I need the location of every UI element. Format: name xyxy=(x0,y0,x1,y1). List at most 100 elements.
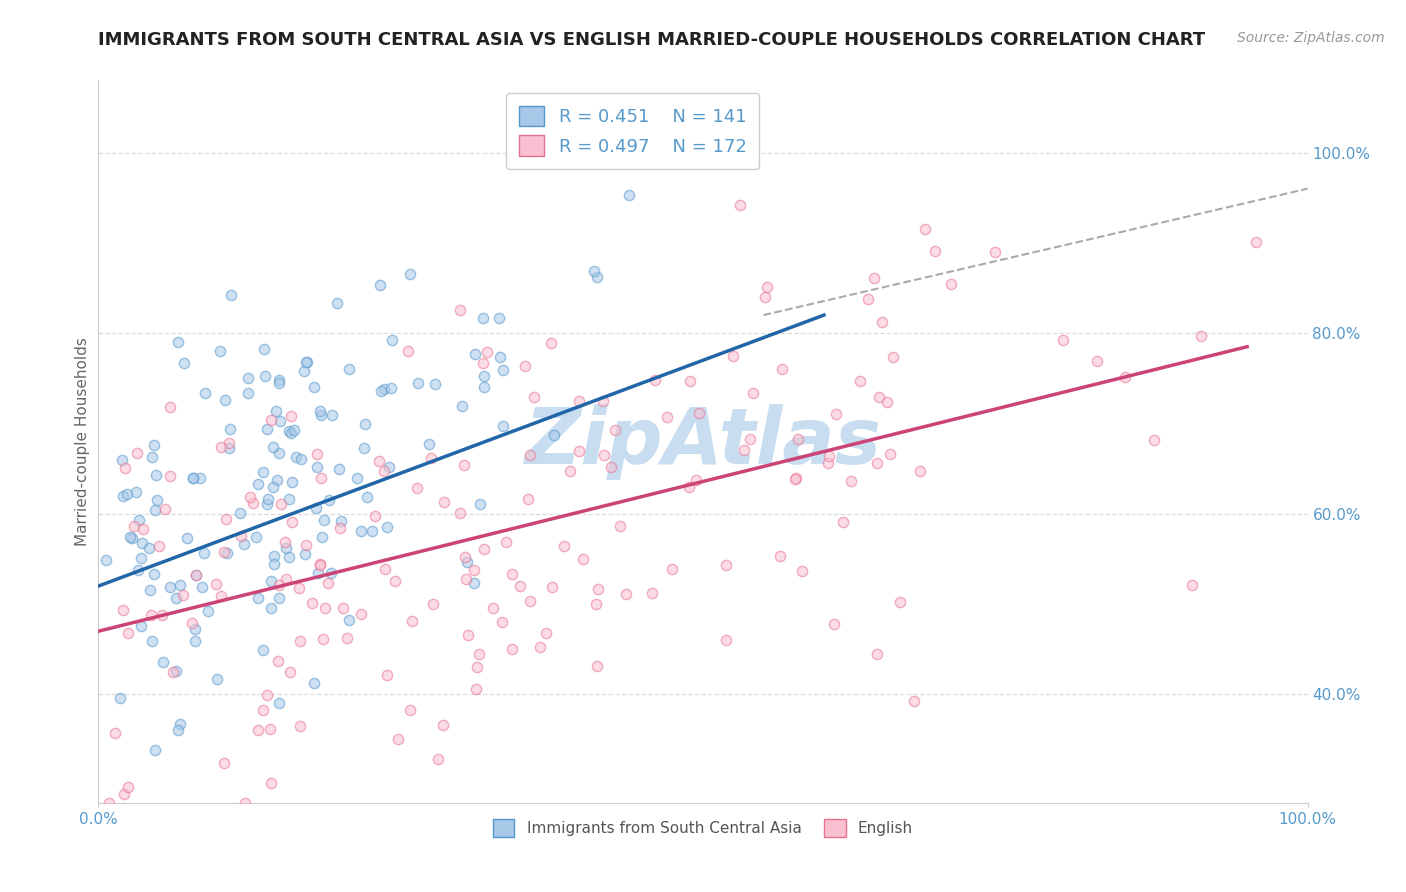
Point xyxy=(336,631,359,645)
Point xyxy=(363,509,385,524)
Point xyxy=(495,535,517,549)
Point xyxy=(125,446,148,460)
Point xyxy=(423,376,446,391)
Point xyxy=(337,613,360,627)
Point xyxy=(131,550,153,565)
Point xyxy=(406,376,429,391)
Point xyxy=(1189,329,1212,343)
Point xyxy=(305,447,328,461)
Point xyxy=(260,600,283,615)
Point xyxy=(817,456,839,470)
Point xyxy=(148,539,170,553)
Point xyxy=(679,374,702,388)
Point xyxy=(267,654,290,668)
Point xyxy=(150,607,173,622)
Point xyxy=(238,386,260,401)
Point xyxy=(661,562,683,576)
Point xyxy=(870,315,893,329)
Point xyxy=(256,422,278,436)
Point xyxy=(277,424,299,438)
Point xyxy=(294,547,316,561)
Point xyxy=(353,441,375,455)
Point xyxy=(111,489,134,503)
Point xyxy=(294,537,316,551)
Point xyxy=(472,356,495,370)
Point xyxy=(350,524,373,538)
Point xyxy=(167,723,190,738)
Point xyxy=(817,449,839,463)
Point xyxy=(274,534,297,549)
Point xyxy=(326,296,349,310)
Point xyxy=(311,530,333,544)
Point xyxy=(454,572,477,586)
Point xyxy=(262,440,284,454)
Point xyxy=(309,471,332,485)
Point xyxy=(329,514,352,528)
Point xyxy=(301,596,323,610)
Legend: Immigrants from South Central Asia, English: Immigrants from South Central Asia, Engl… xyxy=(484,810,922,846)
Point xyxy=(398,267,420,281)
Point xyxy=(519,448,541,462)
Point xyxy=(309,404,332,418)
Point xyxy=(245,530,267,544)
Point xyxy=(509,579,531,593)
Point xyxy=(644,373,666,387)
Point xyxy=(142,567,165,582)
Point xyxy=(141,450,163,464)
Point xyxy=(183,471,205,485)
Point xyxy=(209,590,232,604)
Point xyxy=(619,187,641,202)
Point xyxy=(253,369,276,384)
Point xyxy=(205,673,228,687)
Point xyxy=(212,756,235,771)
Point xyxy=(603,423,626,437)
Point xyxy=(305,460,328,475)
Point xyxy=(517,492,540,507)
Point xyxy=(380,381,402,395)
Point xyxy=(449,506,471,520)
Point xyxy=(108,690,131,705)
Point xyxy=(290,718,312,732)
Point xyxy=(463,575,485,590)
Point xyxy=(128,513,150,527)
Point xyxy=(98,796,121,810)
Point xyxy=(879,447,901,461)
Point xyxy=(278,665,301,680)
Point xyxy=(728,198,751,212)
Point xyxy=(831,515,853,529)
Point xyxy=(138,541,160,556)
Point xyxy=(876,394,898,409)
Point xyxy=(769,549,792,563)
Point xyxy=(540,335,562,350)
Point xyxy=(269,696,291,710)
Point xyxy=(349,607,371,621)
Point xyxy=(169,578,191,592)
Point xyxy=(302,379,325,393)
Point xyxy=(314,601,336,615)
Point xyxy=(278,491,301,506)
Point xyxy=(176,531,198,545)
Point xyxy=(215,511,238,525)
Point xyxy=(866,647,889,661)
Point xyxy=(217,546,239,560)
Point xyxy=(260,413,283,427)
Point xyxy=(418,436,440,450)
Point xyxy=(785,471,807,485)
Point xyxy=(882,351,904,365)
Text: ZipAtlas: ZipAtlas xyxy=(524,403,882,480)
Point xyxy=(118,530,141,544)
Point xyxy=(346,471,368,485)
Point xyxy=(733,443,755,458)
Point xyxy=(586,582,609,596)
Point xyxy=(264,404,287,418)
Point xyxy=(519,594,541,608)
Point xyxy=(184,634,207,648)
Point xyxy=(159,400,181,414)
Point xyxy=(332,600,354,615)
Point xyxy=(614,587,637,601)
Point xyxy=(456,555,478,569)
Point xyxy=(433,495,456,509)
Point xyxy=(165,665,187,679)
Point xyxy=(422,597,444,611)
Point xyxy=(721,349,744,363)
